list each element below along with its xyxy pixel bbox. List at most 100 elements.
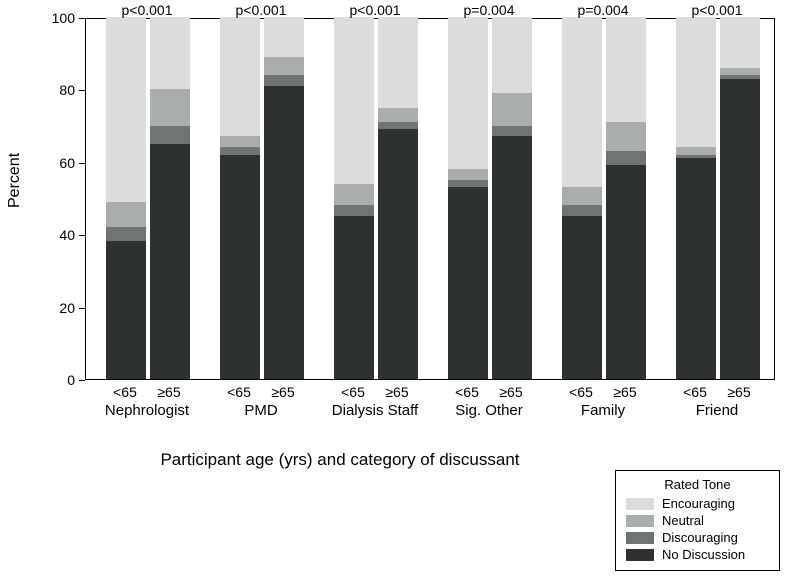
- bar-segment-no_discussion: [378, 129, 418, 379]
- bar-segment-discouraging: [448, 180, 488, 187]
- bar-segment-no_discussion: [264, 86, 304, 379]
- age-group-label: ≥65: [373, 384, 421, 400]
- age-group-label: <65: [215, 384, 263, 400]
- legend-item: Encouraging: [626, 496, 769, 511]
- category-label: Friend: [657, 402, 777, 419]
- bar-segment-neutral: [106, 202, 146, 227]
- p-value: p<0.001: [90, 2, 204, 18]
- bar-segment-no_discussion: [106, 241, 146, 379]
- legend-swatch: [626, 549, 654, 561]
- bar-segment-encouraging: [492, 17, 532, 93]
- age-group-label: <65: [329, 384, 377, 400]
- category-label: Sig. Other: [429, 402, 549, 419]
- legend-label: Encouraging: [662, 496, 735, 511]
- plot-area: [85, 18, 775, 380]
- bar-segment-encouraging: [334, 17, 374, 184]
- bar-segment-neutral: [264, 57, 304, 75]
- category-label: PMD: [201, 402, 321, 419]
- y-tick-label: 40: [40, 227, 75, 243]
- bar-segment-neutral: [220, 136, 260, 147]
- bar-segment-no_discussion: [334, 216, 374, 379]
- stacked-bar: [676, 17, 716, 379]
- stacked-bar: [334, 17, 374, 379]
- category-label: Family: [543, 402, 663, 419]
- stacked-bar: [492, 17, 532, 379]
- bar-segment-discouraging: [562, 205, 602, 216]
- bar-segment-discouraging: [492, 126, 532, 137]
- age-group-label: ≥65: [487, 384, 535, 400]
- category-label: Dialysis Staff: [315, 402, 435, 419]
- legend-item: No Discussion: [626, 547, 769, 562]
- x-axis-title: Participant age (yrs) and category of di…: [85, 450, 595, 470]
- p-value: p=0.004: [432, 2, 546, 18]
- stacked-bar: [220, 17, 260, 379]
- bar-segment-discouraging: [264, 75, 304, 86]
- bar-segment-no_discussion: [448, 187, 488, 379]
- bar-segment-neutral: [562, 187, 602, 205]
- bar-segment-no_discussion: [606, 165, 646, 379]
- legend-label: Discouraging: [662, 530, 738, 545]
- legend-swatch: [626, 498, 654, 510]
- p-value: p=0.004: [546, 2, 660, 18]
- age-group-label: ≥65: [145, 384, 193, 400]
- stacked-bar: [264, 17, 304, 379]
- legend-label: No Discussion: [662, 547, 745, 562]
- y-tick: [79, 380, 85, 381]
- stacked-bar: [720, 17, 760, 379]
- p-value: p<0.001: [660, 2, 774, 18]
- bar-segment-neutral: [720, 68, 760, 75]
- p-value: p<0.001: [318, 2, 432, 18]
- legend: Rated Tone Encouraging Neutral Discouraging…: [615, 470, 780, 571]
- bar-segment-discouraging: [220, 147, 260, 154]
- bar-segment-encouraging: [264, 17, 304, 57]
- stacked-bar: [606, 17, 646, 379]
- age-group-label: <65: [101, 384, 149, 400]
- bar-segment-encouraging: [676, 17, 716, 147]
- age-group-label: <65: [671, 384, 719, 400]
- bar-segment-no_discussion: [720, 79, 760, 379]
- age-group-label: <65: [443, 384, 491, 400]
- bar-segment-neutral: [378, 108, 418, 122]
- bar-segment-neutral: [492, 93, 532, 126]
- bar-segment-encouraging: [150, 17, 190, 89]
- legend-item: Neutral: [626, 513, 769, 528]
- bar-segment-encouraging: [106, 17, 146, 202]
- y-tick-label: 80: [40, 82, 75, 98]
- stacked-bar: [448, 17, 488, 379]
- bar-segment-encouraging: [562, 17, 602, 187]
- bar-segment-neutral: [448, 169, 488, 180]
- legend-label: Neutral: [662, 513, 704, 528]
- bar-segment-encouraging: [606, 17, 646, 122]
- bar-segment-discouraging: [150, 126, 190, 144]
- stacked-bar-chart: Percent 020406080100 p<0.001p<0.001p<0.0…: [0, 0, 800, 583]
- bar-segment-no_discussion: [676, 158, 716, 379]
- y-tick-label: 60: [40, 155, 75, 171]
- stacked-bar: [562, 17, 602, 379]
- stacked-bar: [150, 17, 190, 379]
- stacked-bar: [378, 17, 418, 379]
- age-group-label: ≥65: [715, 384, 763, 400]
- bar-segment-encouraging: [220, 17, 260, 136]
- bar-segment-no_discussion: [492, 136, 532, 379]
- age-group-label: <65: [557, 384, 605, 400]
- bar-segment-no_discussion: [220, 155, 260, 379]
- legend-swatch: [626, 532, 654, 544]
- bar-segment-neutral: [676, 147, 716, 154]
- p-value: p<0.001: [204, 2, 318, 18]
- category-label: Nephrologist: [87, 402, 207, 419]
- age-group-label: ≥65: [601, 384, 649, 400]
- y-tick-label: 100: [40, 10, 75, 26]
- bar-segment-neutral: [150, 89, 190, 125]
- bar-segment-no_discussion: [150, 144, 190, 379]
- legend-item: Discouraging: [626, 530, 769, 545]
- bar-segment-discouraging: [378, 122, 418, 129]
- bar-segment-neutral: [606, 122, 646, 151]
- bar-segment-discouraging: [606, 151, 646, 165]
- legend-title: Rated Tone: [626, 477, 769, 492]
- bar-segment-encouraging: [448, 17, 488, 169]
- age-group-label: ≥65: [259, 384, 307, 400]
- bar-segment-no_discussion: [562, 216, 602, 379]
- bar-segment-encouraging: [378, 17, 418, 108]
- bar-segment-neutral: [334, 184, 374, 206]
- bar-segment-discouraging: [106, 227, 146, 241]
